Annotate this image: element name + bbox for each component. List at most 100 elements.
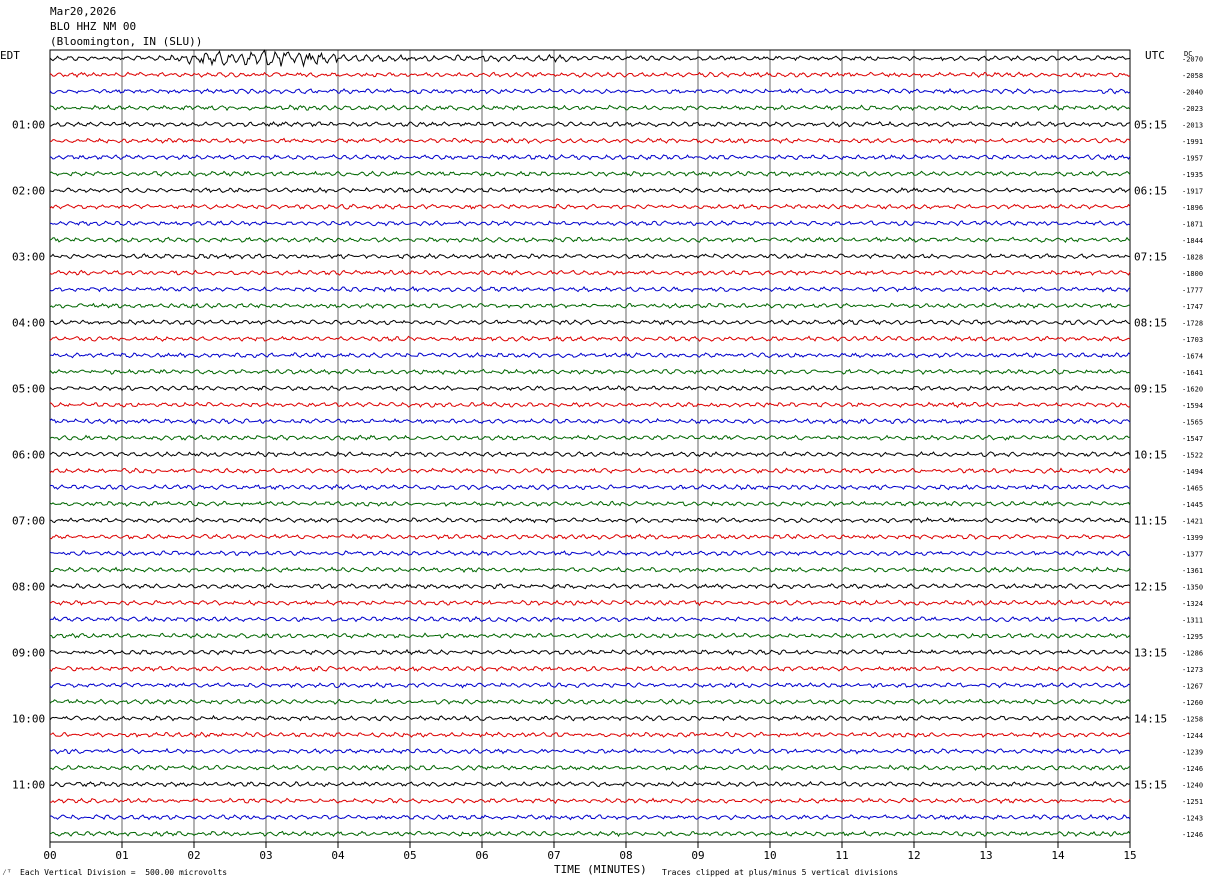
dc-header-label: DC xyxy=(1184,50,1192,58)
corner-mark: ⁄ᵀ xyxy=(2,868,12,877)
x-tick-label: 06 xyxy=(475,849,488,862)
trace-line xyxy=(49,797,1131,805)
x-tick-label: 11 xyxy=(835,849,848,862)
left-hour-label: 11:00 xyxy=(12,778,45,791)
dc-offset-label: -1267 xyxy=(1182,682,1203,690)
dc-offset-label: -2023 xyxy=(1182,105,1203,113)
trace-line xyxy=(49,451,1131,458)
date-label: Mar20,2026 xyxy=(50,5,117,18)
x-tick-label: 07 xyxy=(547,849,560,862)
dc-offset-label: -1565 xyxy=(1182,418,1203,426)
dc-offset-label: -1547 xyxy=(1182,435,1203,443)
left-hour-label: 09:00 xyxy=(12,646,45,659)
right-hour-label: 09:15 xyxy=(1134,382,1167,395)
dc-offset-label: -1917 xyxy=(1182,187,1203,195)
dc-offset-label: -1399 xyxy=(1182,534,1203,542)
trace-line xyxy=(49,632,1131,639)
dc-offset-label: -1871 xyxy=(1182,220,1203,228)
trace-line xyxy=(49,137,1131,144)
trace-line xyxy=(49,533,1131,540)
trace-line xyxy=(49,351,1131,359)
trace-line xyxy=(49,121,1131,128)
trace-line xyxy=(49,434,1131,441)
x-tick-label: 08 xyxy=(619,849,632,862)
dc-offset-label: -1522 xyxy=(1182,451,1203,459)
trace-line xyxy=(49,781,1131,788)
x-tick-label: 04 xyxy=(331,849,345,862)
location-label: (Bloomington, IN (SLU)) xyxy=(50,35,203,48)
right-hour-label: 15:15 xyxy=(1134,778,1167,791)
dc-offset-label: -1828 xyxy=(1182,253,1203,261)
left-hour-label: 04:00 xyxy=(12,316,45,329)
x-tick-label: 14 xyxy=(1051,849,1065,862)
dc-offset-label: -2058 xyxy=(1182,72,1203,80)
x-tick-label: 05 xyxy=(403,849,416,862)
left-hour-label: 10:00 xyxy=(12,712,45,725)
right-hour-label: 12:15 xyxy=(1134,580,1167,593)
left-hour-label: 06:00 xyxy=(12,448,45,461)
dc-offset-label: -1703 xyxy=(1182,336,1203,344)
dc-offset-label: -1311 xyxy=(1182,616,1203,624)
trace-line xyxy=(49,104,1131,112)
trace-line xyxy=(49,285,1131,293)
trace-line xyxy=(49,517,1131,524)
trace-line xyxy=(49,154,1131,161)
trace-line xyxy=(49,566,1131,573)
trace-line xyxy=(49,500,1131,507)
x-tick-label: 03 xyxy=(259,849,272,862)
left-hour-label: 01:00 xyxy=(12,118,45,131)
trace-line xyxy=(49,648,1131,656)
station-label: BLO HHZ NM 00 xyxy=(50,20,137,33)
trace-line xyxy=(49,253,1131,260)
dc-offset-label: -2013 xyxy=(1182,121,1203,129)
trace-line xyxy=(49,583,1131,590)
right-hour-label: 06:15 xyxy=(1134,184,1167,197)
dc-offset-label: -1258 xyxy=(1182,715,1203,723)
dc-offset-label: -1243 xyxy=(1182,814,1203,822)
right-hour-label: 11:15 xyxy=(1134,514,1167,527)
trace-line xyxy=(49,467,1131,475)
trace-line xyxy=(49,302,1131,309)
clip-note: Traces clipped at plus/minus 5 vertical … xyxy=(662,868,899,877)
dc-offset-label: -2070 xyxy=(1182,55,1203,63)
right-hour-label: 14:15 xyxy=(1134,712,1167,725)
dc-offset-label: -1641 xyxy=(1182,369,1203,377)
dc-offset-label: -1777 xyxy=(1182,286,1203,294)
trace-line xyxy=(49,319,1131,326)
x-axis-title: TIME (MINUTES) xyxy=(554,863,647,876)
right-hour-label: 05:15 xyxy=(1134,118,1167,131)
trace-line xyxy=(49,830,1131,838)
trace-line xyxy=(49,269,1131,276)
trace-line xyxy=(49,550,1131,557)
dc-offset-label: -1620 xyxy=(1182,385,1203,393)
trace-line xyxy=(49,71,1131,78)
dc-offset-label: -1935 xyxy=(1182,171,1203,179)
plot-frame xyxy=(49,49,1131,843)
dc-offset-label: -1240 xyxy=(1182,781,1203,789)
left-hour-label: 03:00 xyxy=(12,250,45,263)
dc-offset-label: -1494 xyxy=(1182,468,1203,476)
trace-line xyxy=(49,203,1131,210)
trace-line xyxy=(49,814,1131,821)
dc-offset-label: -1295 xyxy=(1182,633,1203,641)
trace-line xyxy=(49,418,1131,425)
trace-line xyxy=(49,484,1131,491)
scale-note: Each Vertical Division = 500.00 microvol… xyxy=(20,868,228,877)
dc-offset-label: -1594 xyxy=(1182,402,1203,410)
trace-line xyxy=(49,401,1131,409)
right-hour-label: 08:15 xyxy=(1134,316,1167,329)
left-hour-label: 05:00 xyxy=(12,382,45,395)
trace-line xyxy=(49,170,1131,177)
dc-offset-label: -1728 xyxy=(1182,319,1203,327)
right-hour-label: 13:15 xyxy=(1134,646,1167,659)
dc-offset-label: -1747 xyxy=(1182,303,1203,311)
dc-offset-label: -1957 xyxy=(1182,154,1203,162)
dc-offset-label: -1239 xyxy=(1182,748,1203,756)
dc-offset-label: -1251 xyxy=(1182,798,1203,806)
trace-line xyxy=(49,665,1131,673)
dc-offset-label: -1465 xyxy=(1182,484,1203,492)
dc-offset-label: -1377 xyxy=(1182,550,1203,558)
x-tick-label: 09 xyxy=(691,849,704,862)
x-tick-label: 12 xyxy=(907,849,920,862)
x-tick-label: 15 xyxy=(1123,849,1136,862)
